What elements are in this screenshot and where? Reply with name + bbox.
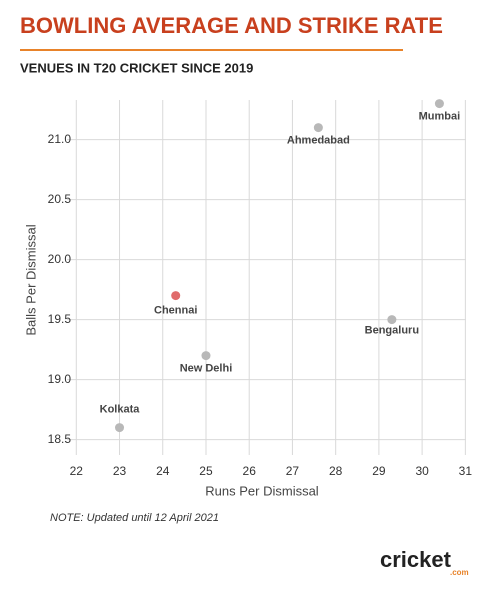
point — [201, 351, 211, 361]
y-tick-label: 19.5 — [48, 312, 72, 326]
point-label: Kolkata — [100, 404, 141, 416]
y-tick-label: 21.0 — [48, 132, 72, 146]
note: NOTE: Updated until 12 April 2021 — [50, 512, 219, 524]
chart-subtitle: VENUES IN T20 CRICKET SINCE 2019 — [20, 60, 253, 75]
logo: cricket — [380, 547, 452, 572]
x-tick-label: 25 — [199, 464, 213, 478]
x-tick-label: 28 — [329, 464, 343, 478]
point-label: Mumbai — [419, 111, 461, 123]
x-tick-label: 27 — [286, 464, 300, 478]
point — [434, 99, 444, 109]
point-label: Ahmedabad — [287, 135, 350, 147]
y-tick-label: 18.5 — [48, 432, 72, 446]
y-tick-label: 20.0 — [48, 252, 72, 266]
y-axis-label: Balls Per Dismissal — [23, 224, 38, 335]
x-axis-label: Runs Per Dismissal — [205, 483, 319, 498]
point-label: New Delhi — [180, 363, 233, 375]
point — [115, 423, 125, 433]
x-tick-label: 23 — [113, 464, 127, 478]
logo-suffix: .com — [450, 568, 469, 577]
point-label: Bengaluru — [365, 325, 419, 337]
x-tick-label: 29 — [372, 464, 386, 478]
y-tick-label: 19.0 — [48, 372, 72, 386]
x-tick-label: 31 — [459, 464, 473, 478]
point — [387, 315, 397, 325]
x-tick-label: 22 — [70, 464, 84, 478]
x-tick-label: 30 — [415, 464, 429, 478]
point-label: Chennai — [154, 305, 197, 317]
x-tick-label: 24 — [156, 464, 170, 478]
point — [171, 291, 181, 301]
x-tick-label: 26 — [243, 464, 257, 478]
y-tick-label: 20.5 — [48, 192, 72, 206]
point — [313, 123, 323, 133]
chart-title: BOWLING AVERAGE AND STRIKE RATE — [20, 13, 443, 38]
